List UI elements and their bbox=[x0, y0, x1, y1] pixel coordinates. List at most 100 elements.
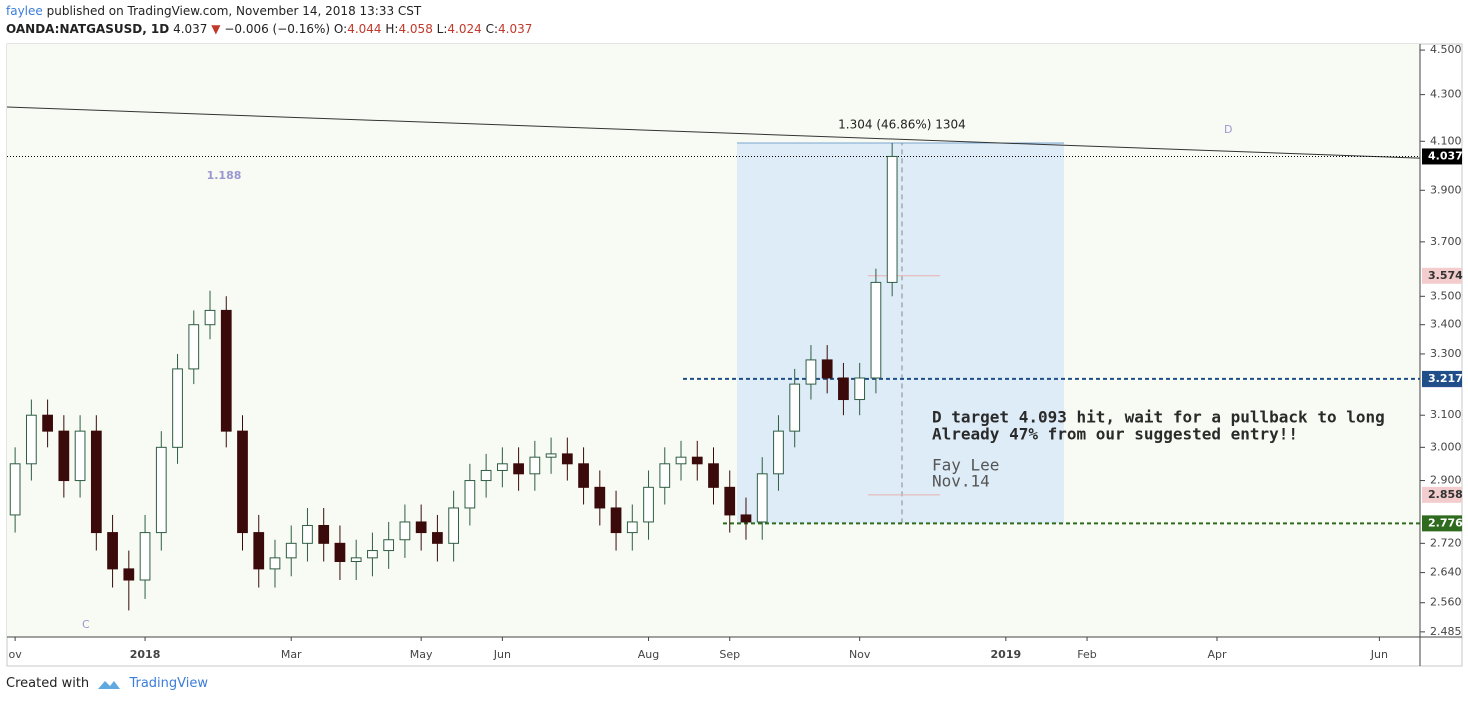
quote-line: OANDA:NATGASUSD, 1D 4.037 ▼ −0.006 (−0.1… bbox=[6, 22, 532, 36]
candle-body bbox=[237, 430, 248, 534]
candle-body bbox=[399, 521, 411, 541]
change: −0.006 (−0.16%) bbox=[224, 22, 331, 36]
h: 4.058 bbox=[398, 22, 433, 36]
candle-body bbox=[432, 532, 443, 544]
price-label-bg bbox=[1422, 370, 1462, 387]
candle-body bbox=[448, 507, 460, 544]
candle-body bbox=[789, 383, 801, 432]
price-label-bg bbox=[1422, 148, 1462, 165]
candle-body bbox=[9, 463, 21, 516]
candle-body bbox=[464, 480, 476, 509]
header-line: faylee published on TradingView.com, Nov… bbox=[6, 4, 421, 18]
brand[interactable]: TradingView bbox=[129, 676, 208, 691]
candle-body bbox=[139, 532, 151, 581]
candle-body bbox=[220, 309, 232, 432]
y-tick-label: 2.900 bbox=[1430, 474, 1462, 487]
price-label: 2.858 bbox=[1428, 488, 1463, 501]
y-tick-label: 3.400 bbox=[1430, 318, 1462, 331]
y-tick-label: 3.500 bbox=[1430, 289, 1462, 302]
y-tick-label: 3.000 bbox=[1430, 440, 1462, 453]
candle-body bbox=[58, 430, 70, 482]
candle-body bbox=[480, 469, 492, 482]
last: 4.037 bbox=[173, 22, 208, 36]
note-line: D target 4.093 hit, wait for a pullback … bbox=[932, 408, 1385, 427]
candle-body bbox=[415, 521, 427, 534]
candle-body bbox=[42, 414, 53, 432]
trendline bbox=[6, 106, 1421, 159]
symbol: OANDA:NATGASUSD, 1D bbox=[6, 22, 170, 36]
candle-body bbox=[285, 542, 297, 559]
y-tick-label: 4.300 bbox=[1430, 88, 1462, 101]
o: 4.044 bbox=[347, 22, 382, 36]
candle-body bbox=[659, 463, 671, 488]
y-tick-label: 2.720 bbox=[1430, 536, 1462, 549]
y-tick-label: 2.640 bbox=[1430, 566, 1462, 579]
point-d: D bbox=[1224, 123, 1232, 136]
candle-body bbox=[253, 532, 265, 570]
price-label-bg bbox=[1422, 515, 1462, 532]
point-c: C bbox=[82, 618, 90, 631]
price-label-bg bbox=[1422, 267, 1462, 284]
candle-body bbox=[529, 456, 541, 475]
y-tick-label: 2.485 bbox=[1430, 625, 1462, 638]
x-tick-label: ov bbox=[8, 648, 22, 661]
candle-body bbox=[675, 456, 687, 465]
candle-body bbox=[773, 430, 784, 475]
price-label-bg bbox=[1422, 486, 1462, 503]
c: 4.037 bbox=[498, 22, 533, 36]
y-tick-label: 3.700 bbox=[1430, 235, 1462, 248]
x-tick-label: Aug bbox=[638, 648, 659, 661]
price-label: 4.037 bbox=[1428, 149, 1463, 162]
x-tick-label: Apr bbox=[1207, 648, 1227, 661]
candle-body bbox=[740, 514, 752, 523]
candle-body bbox=[886, 155, 898, 283]
candle-body bbox=[870, 281, 882, 379]
candle-body bbox=[610, 507, 622, 534]
ratio: 1.188 bbox=[207, 169, 242, 182]
candle-body bbox=[838, 377, 849, 401]
x-tick-label: May bbox=[410, 648, 433, 661]
candle-body bbox=[626, 521, 638, 534]
candle-body bbox=[545, 453, 557, 458]
candle-body bbox=[643, 486, 654, 523]
candle-body bbox=[383, 539, 395, 552]
candle-body bbox=[854, 377, 866, 401]
candle-body bbox=[204, 309, 216, 326]
candle-body bbox=[155, 446, 167, 534]
candle-body bbox=[350, 557, 362, 563]
c-label: C: bbox=[485, 22, 498, 36]
note-date: Nov.14 bbox=[932, 472, 990, 491]
candle-body bbox=[334, 542, 346, 563]
candle-body bbox=[318, 524, 330, 544]
y-tick-label: 3.900 bbox=[1430, 183, 1462, 196]
x-tick-label: 2019 bbox=[991, 648, 1022, 661]
y-tick-label: 3.100 bbox=[1430, 408, 1462, 421]
y-tick-label: 4.100 bbox=[1430, 134, 1462, 147]
candle-body bbox=[74, 430, 86, 482]
candle-body bbox=[302, 524, 313, 544]
x-tick-label: Mar bbox=[281, 648, 302, 661]
candle-body bbox=[756, 473, 768, 523]
y-tick-label: 4.500 bbox=[1430, 43, 1462, 56]
x-tick-label: Sep bbox=[719, 648, 740, 661]
candle-body bbox=[25, 414, 37, 465]
candle-body bbox=[188, 324, 200, 370]
candle-body bbox=[594, 486, 606, 509]
x-tick-label: Nov bbox=[849, 648, 871, 661]
created: Created with bbox=[6, 676, 90, 691]
logo bbox=[98, 680, 121, 689]
o-label: O: bbox=[333, 22, 348, 36]
measure-label: 1.304 (46.86%) 1304 bbox=[838, 117, 966, 131]
footer: Created with TradingView bbox=[6, 676, 208, 691]
candle-body bbox=[691, 456, 703, 465]
candle-body bbox=[367, 550, 378, 559]
x-tick-label: Jun bbox=[493, 648, 511, 661]
arrow: ▼ bbox=[211, 22, 221, 36]
candle-body bbox=[513, 463, 524, 475]
chart: 4.500 4.300 4.100 3.900 3.700 3.500 3.400 3.300… bbox=[6, 43, 1463, 667]
x-tick-label: 2018 bbox=[130, 648, 161, 661]
candle-body bbox=[708, 463, 719, 488]
author[interactable]: faylee bbox=[6, 4, 43, 18]
measure-box bbox=[737, 142, 1064, 524]
